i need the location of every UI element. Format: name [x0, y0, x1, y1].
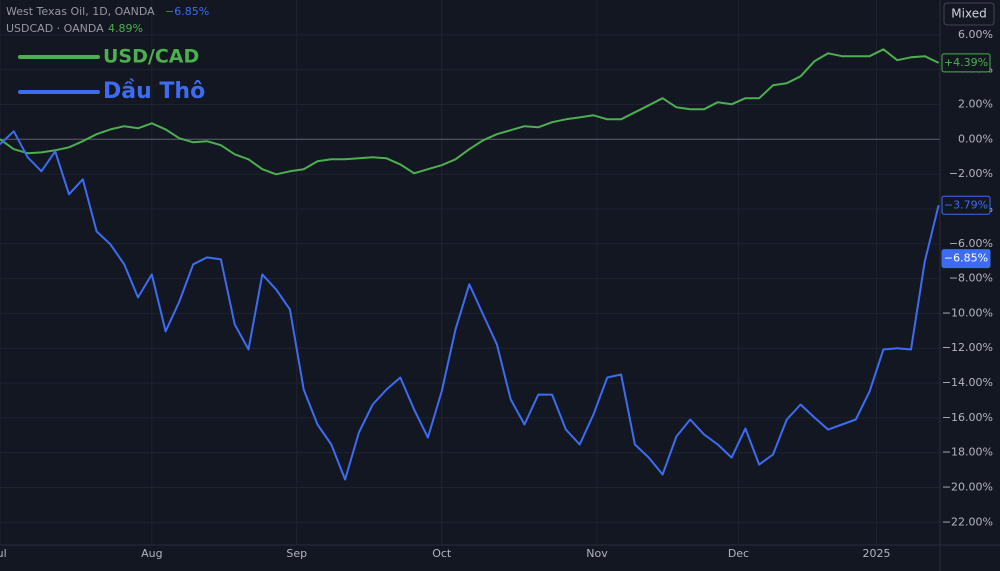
- price-label-box: [941, 249, 991, 269]
- header-change: 4.89%: [108, 22, 143, 35]
- x-tick-label: Jul: [0, 547, 7, 560]
- grid: [0, 0, 940, 545]
- y-tick-label: −16.00%: [942, 411, 993, 424]
- y-tick-label: −8.00%: [949, 272, 993, 285]
- mode-button-label[interactable]: Mixed: [951, 7, 986, 21]
- price-label: +4.39%: [944, 56, 988, 69]
- x-tick-label: Aug: [141, 547, 162, 560]
- y-tick-label: 2.00%: [958, 97, 993, 110]
- y-tick-label: −18.00%: [942, 446, 993, 459]
- series-line: [0, 130, 940, 481]
- y-tick-label: −20.00%: [942, 481, 993, 494]
- x-tick-label: 2025: [863, 547, 891, 560]
- series-line: [0, 48, 940, 176]
- legend-label: Dầu Thô: [103, 79, 205, 104]
- legend-label: USD/CAD: [103, 46, 199, 68]
- mode-button[interactable]: [943, 2, 995, 26]
- price-label-box: [941, 195, 991, 215]
- y-tick-label: −6.00%: [949, 237, 993, 250]
- y-tick-label: −10.00%: [942, 306, 993, 319]
- price-label: −6.85%: [944, 252, 988, 265]
- x-tick-label: Oct: [432, 547, 452, 560]
- x-tick-label: Nov: [586, 547, 608, 560]
- header-change: −6.85%: [165, 5, 209, 18]
- y-tick-label: 0.00%: [958, 132, 993, 145]
- header-title: USDCAD · OANDA: [6, 22, 104, 35]
- y-tick-label: −2.00%: [949, 167, 993, 180]
- x-tick-label: Dec: [728, 547, 749, 560]
- header-title: West Texas Oil, 1D, OANDA: [6, 5, 155, 18]
- y-tick-label: −14.00%: [942, 376, 993, 389]
- y-tick-label: −12.00%: [942, 341, 993, 354]
- price-label-box: [941, 53, 991, 73]
- plot: [0, 48, 940, 481]
- y-tick-label: −22.00%: [942, 515, 993, 528]
- price-label: −3.79%: [944, 198, 988, 211]
- y-tick-label: 6.00%: [958, 28, 993, 41]
- x-tick-label: Sep: [286, 547, 307, 560]
